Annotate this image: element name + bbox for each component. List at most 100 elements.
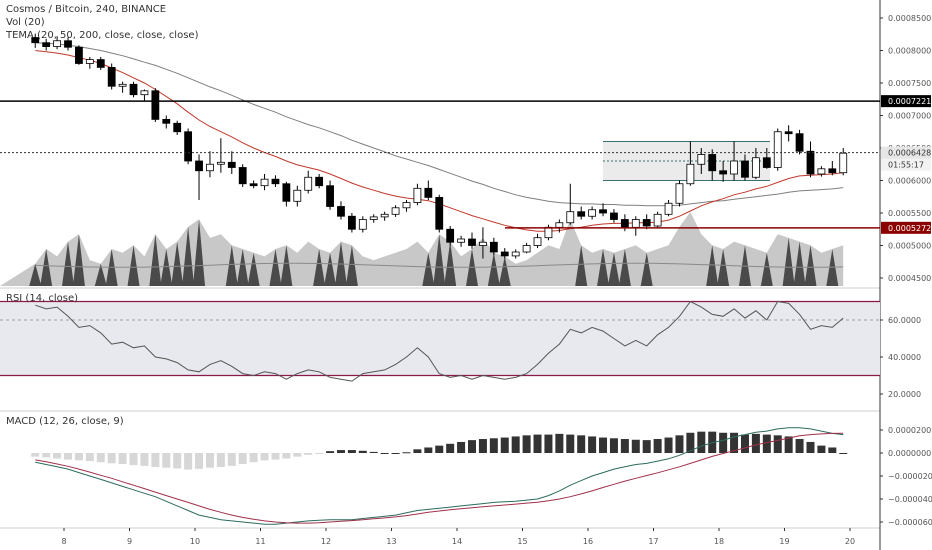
ema-slow-line [35, 42, 844, 207]
candle-bull [555, 222, 564, 228]
macd-histogram-bar [358, 450, 367, 453]
macd-histogram-bar [347, 450, 356, 453]
macd-histogram-bar [719, 432, 728, 453]
volume-bar [149, 234, 162, 286]
macd-histogram-bar [151, 453, 160, 467]
volume-bar [607, 252, 620, 286]
volume-bar [575, 245, 588, 286]
price-tick-label: 0.0008500 [888, 14, 931, 23]
macd-histogram-bar [544, 434, 553, 453]
candle-bear [500, 251, 509, 257]
macd-histogram-bar [478, 439, 487, 453]
volume-ma-line [35, 262, 844, 268]
candle-bull [53, 40, 61, 47]
candle-bull [206, 163, 214, 172]
rsi-layer [0, 300, 880, 382]
price-tick-label: 0.0007500 [888, 79, 931, 88]
price-tick-label: 0.0005000 [888, 242, 931, 251]
volume-bar [193, 219, 206, 286]
macd-histogram-bar [31, 453, 40, 457]
volume-bar [40, 249, 53, 286]
candle-bear [337, 206, 345, 217]
macd-histogram-bar [140, 453, 149, 466]
volume-bar [804, 245, 817, 286]
candle-bull [773, 131, 782, 168]
volume-bar [706, 245, 719, 286]
candle-bear [42, 42, 51, 48]
candle-bull [391, 207, 400, 215]
tema-legend: TEMA (20, 50, 200, close, close, close) [6, 30, 199, 41]
volume-bar [640, 252, 653, 286]
current-price-tag-box [881, 146, 931, 159]
volume-legend: Vol (20) [6, 17, 45, 28]
macd-histogram-bar [686, 432, 695, 453]
level-lower-tag: 0.0005272 [888, 224, 931, 233]
countdown-tag: 01:55:17 [888, 161, 924, 170]
candle-bear [828, 168, 837, 174]
macd-histogram-bar [315, 453, 324, 454]
volume-area [0, 212, 844, 286]
candle-layer [31, 33, 848, 259]
candle-bear [446, 228, 455, 243]
volume-bar [717, 249, 730, 286]
candle-bear [227, 161, 236, 168]
candle-bull [402, 202, 411, 209]
candle-bear [784, 131, 793, 135]
rsi-tick-label: 60.0000 [888, 316, 921, 325]
candle-bear [599, 209, 607, 214]
macd-histogram-bar [173, 453, 182, 469]
volume-bar [782, 237, 795, 286]
candle-bear [347, 215, 356, 230]
candle-bull [664, 202, 673, 215]
macd-histogram-bar [762, 434, 771, 453]
candle-bear [96, 59, 105, 68]
macd-histogram-bar [271, 453, 280, 460]
macd-histogram-bar [216, 453, 225, 467]
candle-bull [479, 241, 487, 246]
macd-histogram-bar [620, 439, 629, 453]
candle-bull [260, 178, 269, 187]
rsi-tick-label: 20.0000 [888, 390, 921, 399]
volume-bar [313, 249, 326, 286]
macd-histogram-bar [828, 447, 837, 453]
macd-histogram-bar [129, 453, 138, 466]
macd-histogram-bar [817, 445, 826, 453]
macd-line [35, 427, 844, 525]
macd-layer [31, 427, 848, 525]
macd-histogram-bar [260, 453, 269, 461]
candle-bull [751, 157, 760, 178]
time-tick-label: 9 [127, 537, 132, 546]
candle-bear [795, 133, 804, 152]
countdown-tag-box [881, 158, 931, 171]
macd-histogram-bar [697, 431, 706, 453]
volume-bar [62, 241, 75, 286]
candle-bear [282, 183, 291, 202]
candle-bull [686, 163, 695, 185]
rsi-line [35, 300, 844, 382]
volume-bar [94, 263, 107, 286]
candle-bear [719, 170, 728, 175]
volume-bar [160, 249, 173, 286]
macd-histogram-bar [675, 435, 684, 453]
candle-bear [610, 212, 618, 220]
volume-bar [618, 249, 631, 286]
volume-bar [324, 252, 337, 286]
candle-bull [588, 209, 597, 217]
time-tick-label: 11 [255, 537, 265, 546]
time-tick-label: 18 [714, 537, 724, 546]
macd-histogram-bar [511, 436, 520, 453]
volume-bar [433, 234, 446, 286]
candle-bull [140, 90, 149, 96]
candle-bull [839, 152, 848, 174]
macd-histogram-bar [380, 453, 389, 454]
macd-histogram-bar [773, 435, 782, 453]
candle-bear [806, 150, 815, 175]
time-tick-label: 10 [190, 537, 200, 546]
candle-bear [31, 37, 40, 44]
candle-bull [544, 226, 553, 239]
candle-bull [730, 160, 738, 175]
volume-bar [182, 226, 195, 286]
macd-tick-label: 0.0000000 [888, 449, 931, 458]
candle-bear [577, 211, 586, 217]
